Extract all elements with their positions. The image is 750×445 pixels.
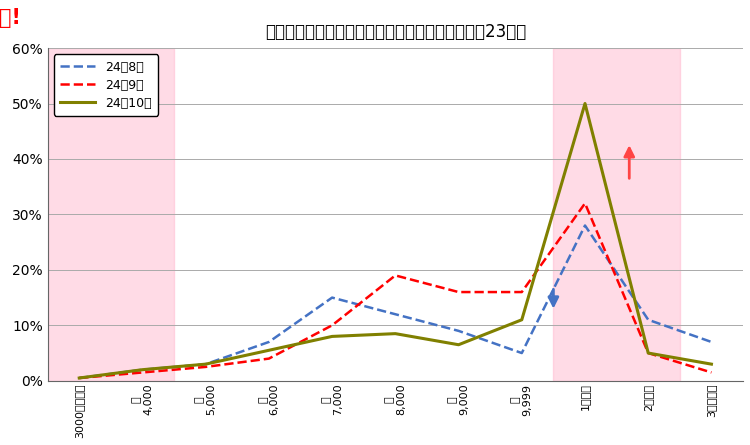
24年8月 bbox=[201, 361, 210, 367]
24年10月 bbox=[328, 334, 337, 339]
24年8月 bbox=[580, 223, 590, 228]
Bar bbox=[48, 48, 174, 381]
24年9月 bbox=[518, 289, 526, 295]
24年10月 bbox=[265, 348, 274, 353]
24年9月 bbox=[75, 375, 84, 380]
24年8月 bbox=[328, 295, 337, 300]
Line: 24年8月: 24年8月 bbox=[80, 226, 712, 378]
24年9月 bbox=[644, 350, 652, 356]
24年8月 bbox=[75, 375, 84, 380]
Line: 24年9月: 24年9月 bbox=[80, 203, 712, 378]
24年8月 bbox=[644, 317, 652, 323]
24年10月 bbox=[75, 375, 84, 380]
24年10月 bbox=[454, 342, 463, 348]
24年9月 bbox=[454, 289, 463, 295]
Line: 24年10月: 24年10月 bbox=[80, 104, 712, 378]
Legend: 24年8月, 24年9月, 24年10月: 24年8月, 24年9月, 24年10月 bbox=[54, 54, 158, 116]
24年9月 bbox=[580, 201, 590, 206]
24年10月 bbox=[707, 361, 716, 367]
Text: マ!: マ! bbox=[0, 8, 21, 28]
24年9月 bbox=[138, 370, 147, 375]
24年9月 bbox=[328, 323, 337, 328]
24年8月 bbox=[454, 328, 463, 334]
24年10月 bbox=[391, 331, 400, 336]
24年10月 bbox=[580, 101, 590, 106]
24年10月 bbox=[518, 317, 526, 323]
24年8月 bbox=[265, 339, 274, 344]
24年8月 bbox=[518, 350, 526, 356]
24年8月 bbox=[138, 367, 147, 372]
Title: 新築マンション価格帯別の発売戸数割合の推移（23区）: 新築マンション価格帯別の発売戸数割合の推移（23区） bbox=[265, 23, 526, 41]
24年9月 bbox=[391, 273, 400, 278]
24年9月 bbox=[201, 364, 210, 370]
24年9月 bbox=[707, 370, 716, 375]
24年8月 bbox=[707, 339, 716, 344]
24年9月 bbox=[265, 356, 274, 361]
24年8月 bbox=[391, 312, 400, 317]
24年10月 bbox=[138, 367, 147, 372]
Bar bbox=[554, 48, 680, 381]
24年10月 bbox=[201, 361, 210, 367]
24年10月 bbox=[644, 350, 652, 356]
